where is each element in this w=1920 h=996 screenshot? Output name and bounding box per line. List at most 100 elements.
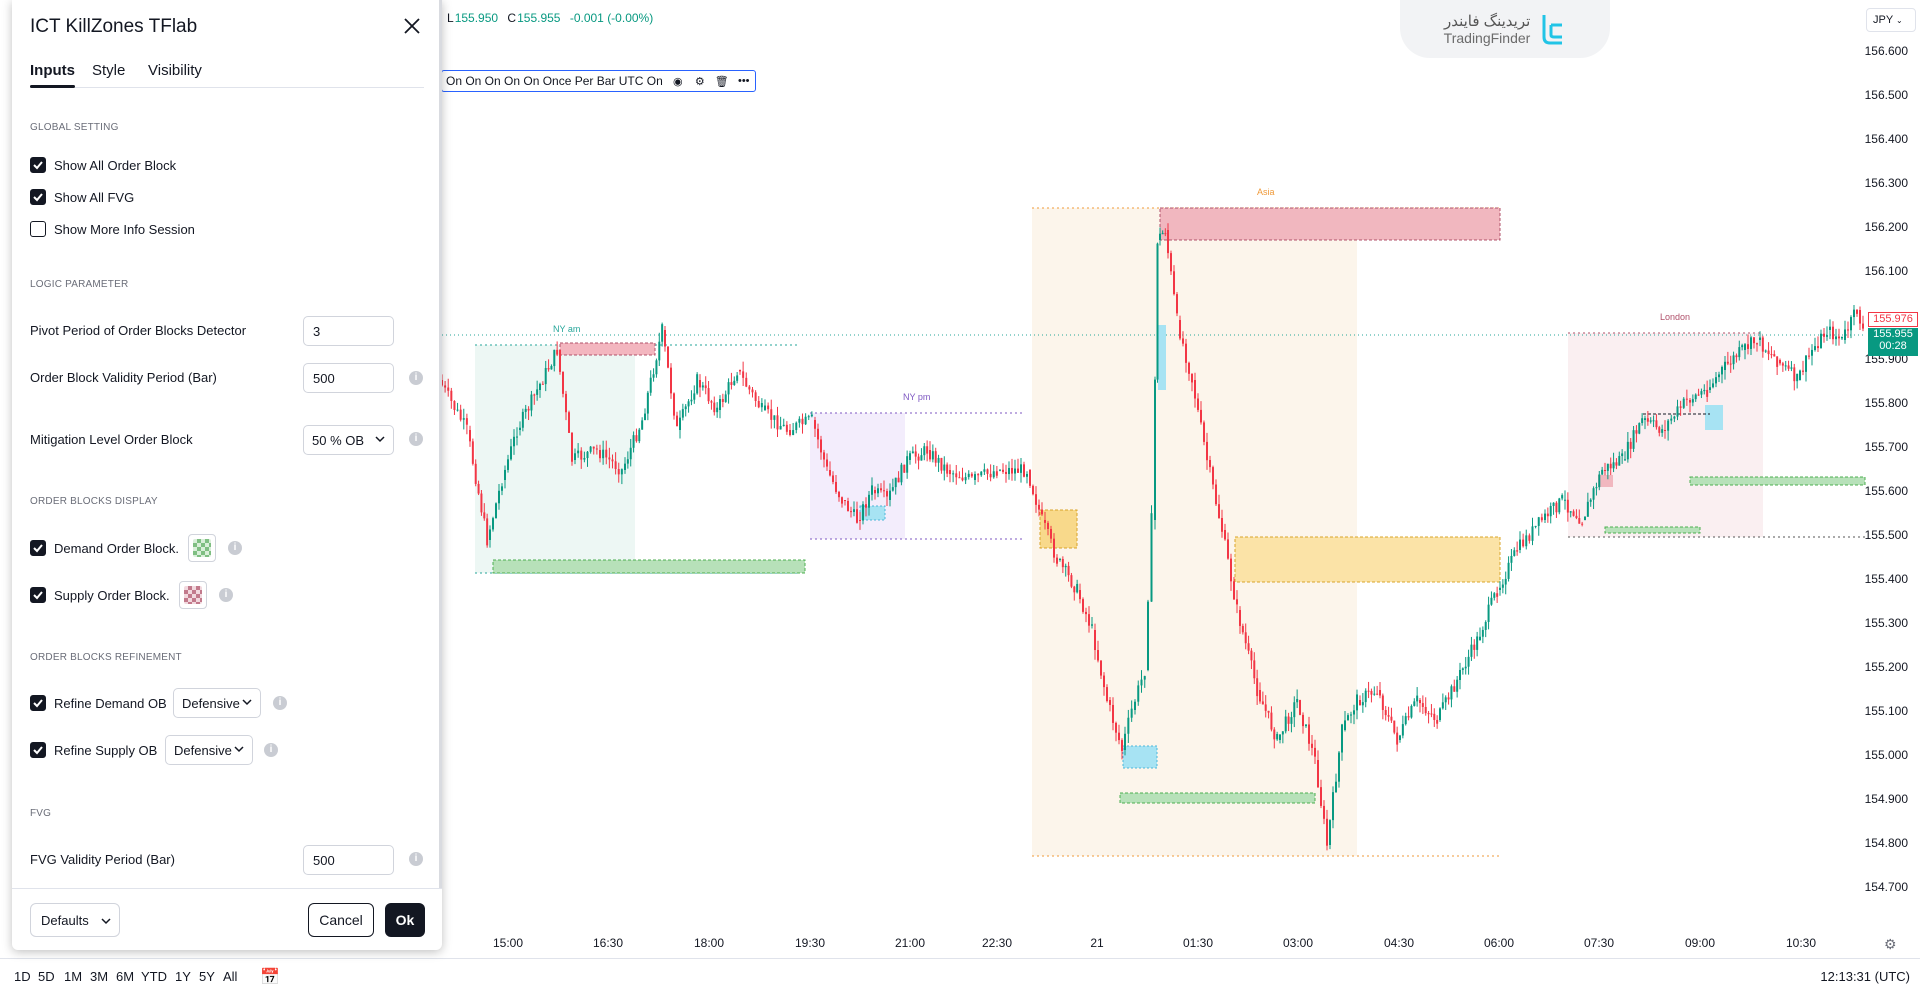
utc-clock[interactable]: 12:13:31 (UTC) — [1820, 969, 1910, 984]
supply-color-fill — [184, 586, 202, 604]
time-tick: 01:30 — [1182, 936, 1214, 950]
price-tick: 156.200 — [1864, 220, 1908, 234]
info-icon[interactable]: i — [219, 588, 233, 602]
settings-gear-icon[interactable]: ⚙ — [1884, 936, 1897, 952]
dialog-tabs: Inputs Style Visibility — [30, 60, 424, 88]
more-icon[interactable]: ••• — [737, 75, 750, 87]
ok-button[interactable]: Ok — [385, 903, 425, 937]
price-tick: 155.700 — [1864, 440, 1908, 454]
range-button-6m[interactable]: 6M — [116, 969, 135, 984]
range-button-3m[interactable]: 3M — [90, 969, 109, 984]
demand-ob-row[interactable]: Demand Order Block. — [30, 540, 179, 556]
price-tick: 155.100 — [1864, 704, 1908, 718]
tab-inputs[interactable]: Inputs — [30, 62, 75, 88]
price-tick: 155.800 — [1864, 396, 1908, 410]
supply-ob-row[interactable]: Supply Order Block. — [30, 587, 170, 603]
info-icon[interactable]: i — [273, 696, 287, 710]
price-tick: 155.200 — [1864, 660, 1908, 674]
price-tick: 155.300 — [1864, 616, 1908, 630]
demand-color-fill — [193, 539, 211, 557]
refine-supply-row[interactable]: Refine Supply OB — [30, 742, 157, 758]
dialog-title: ICT KillZones TFlab — [30, 16, 198, 37]
info-icon[interactable]: i — [409, 371, 423, 385]
trash-icon[interactable]: 🗑 — [714, 75, 729, 88]
info-icon[interactable]: i — [409, 852, 423, 866]
tab-visibility[interactable]: Visibility — [148, 62, 202, 79]
demand-color-swatch[interactable] — [188, 534, 216, 562]
time-tick: 03:00 — [1282, 936, 1314, 950]
show-more-info-row[interactable]: Show More Info Session — [30, 221, 195, 237]
close-icon[interactable] — [400, 14, 424, 38]
price-tick: 155.500 — [1864, 528, 1908, 542]
range-button-all[interactable]: All — [223, 969, 238, 984]
eye-icon[interactable]: ◉ — [672, 75, 683, 88]
time-tick: 06:00 — [1483, 936, 1515, 950]
low-label: L — [447, 11, 454, 25]
refine-supply-select[interactable]: Defensive — [165, 735, 253, 765]
currency-select[interactable]: JPY ⌄ — [1866, 8, 1916, 32]
range-button-1d[interactable]: 1D — [14, 969, 31, 984]
range-button-1y[interactable]: 1Y — [175, 969, 191, 984]
chevron-down-icon: ⌄ — [1896, 16, 1903, 25]
ob-validity-input[interactable]: 500 — [303, 363, 394, 393]
tradingfinder-logo: تریدینگ فایندر TradingFinder — [1400, 0, 1610, 58]
chevron-down-icon — [101, 918, 111, 925]
time-tick: 22:30 — [981, 936, 1013, 950]
refine-demand-select[interactable]: Defensive — [173, 688, 261, 718]
supply-color-swatch[interactable] — [179, 581, 207, 609]
time-tick: 15:00 — [492, 936, 524, 950]
indicator-legend[interactable]: On On On On On Once Per Bar UTC On ◉ ⚙ 🗑… — [441, 70, 756, 92]
range-button-ytd[interactable]: YTD — [141, 969, 167, 984]
defaults-button[interactable]: Defaults — [30, 903, 120, 937]
price-tick: 156.300 — [1864, 176, 1908, 190]
demand-ob-label: Demand Order Block. — [54, 540, 179, 556]
range-button-5y[interactable]: 5Y — [199, 969, 215, 984]
low-value: 155.950 — [454, 11, 499, 25]
show-more-info-checkbox[interactable] — [30, 221, 46, 237]
chevron-down-icon — [242, 699, 252, 706]
session-label-london: London — [1660, 312, 1691, 322]
show-all-fvg-label: Show All FVG — [54, 189, 135, 205]
last-price-red: 155.976 — [1868, 312, 1918, 327]
show-all-fvg-checkbox[interactable] — [30, 189, 46, 205]
price-tick: 154.700 — [1864, 880, 1908, 894]
defaults-label: Defaults — [41, 913, 89, 928]
session-label-asia: Asia — [1257, 187, 1275, 197]
settings-icon[interactable]: ⚙ — [694, 75, 705, 88]
ny-am-session-box — [475, 345, 635, 573]
demand-ob-checkbox[interactable] — [30, 540, 46, 556]
price-tick: 154.900 — [1864, 792, 1908, 806]
range-button-5d[interactable]: 5D — [38, 969, 55, 984]
refine-demand-checkbox[interactable] — [30, 695, 46, 711]
dialog-scrollbar[interactable] — [439, 0, 442, 888]
pivot-period-input[interactable]: 3 — [303, 316, 394, 346]
mitigation-select[interactable]: 50 % OB — [303, 425, 394, 455]
show-all-fvg-row[interactable]: Show All FVG — [30, 189, 134, 205]
show-all-ob-row[interactable]: Show All Order Block — [30, 157, 176, 173]
range-button-1m[interactable]: 1M — [64, 969, 83, 984]
supply-ob-checkbox[interactable] — [30, 587, 46, 603]
time-tick: 18:00 — [693, 936, 725, 950]
fvg-validity-label: FVG Validity Period (Bar) — [30, 852, 175, 867]
time-tick: 21 — [1090, 936, 1104, 950]
show-more-info-label: Show More Info Session — [54, 221, 195, 237]
calendar-icon[interactable]: 📅 — [260, 969, 280, 986]
show-all-ob-checkbox[interactable] — [30, 157, 46, 173]
info-icon[interactable]: i — [228, 541, 242, 555]
candlestick-series — [441, 223, 1864, 851]
cancel-button[interactable]: Cancel — [308, 903, 374, 937]
info-icon[interactable]: i — [264, 743, 278, 757]
change-value: -0.001 (-0.00%) — [569, 11, 654, 25]
refine-demand-row[interactable]: Refine Demand OB — [30, 695, 167, 711]
time-tick: 10:30 — [1785, 936, 1817, 950]
fvg-validity-input[interactable]: 500 — [303, 845, 394, 875]
chevron-down-icon — [375, 436, 385, 443]
info-icon[interactable]: i — [409, 432, 423, 446]
tab-style[interactable]: Style — [92, 62, 126, 79]
time-tick: 09:00 — [1684, 936, 1716, 950]
countdown: 00:28 — [1879, 340, 1907, 352]
refine-supply-checkbox[interactable] — [30, 742, 46, 758]
last-price-green: 155.955 00:28 — [1868, 328, 1918, 356]
